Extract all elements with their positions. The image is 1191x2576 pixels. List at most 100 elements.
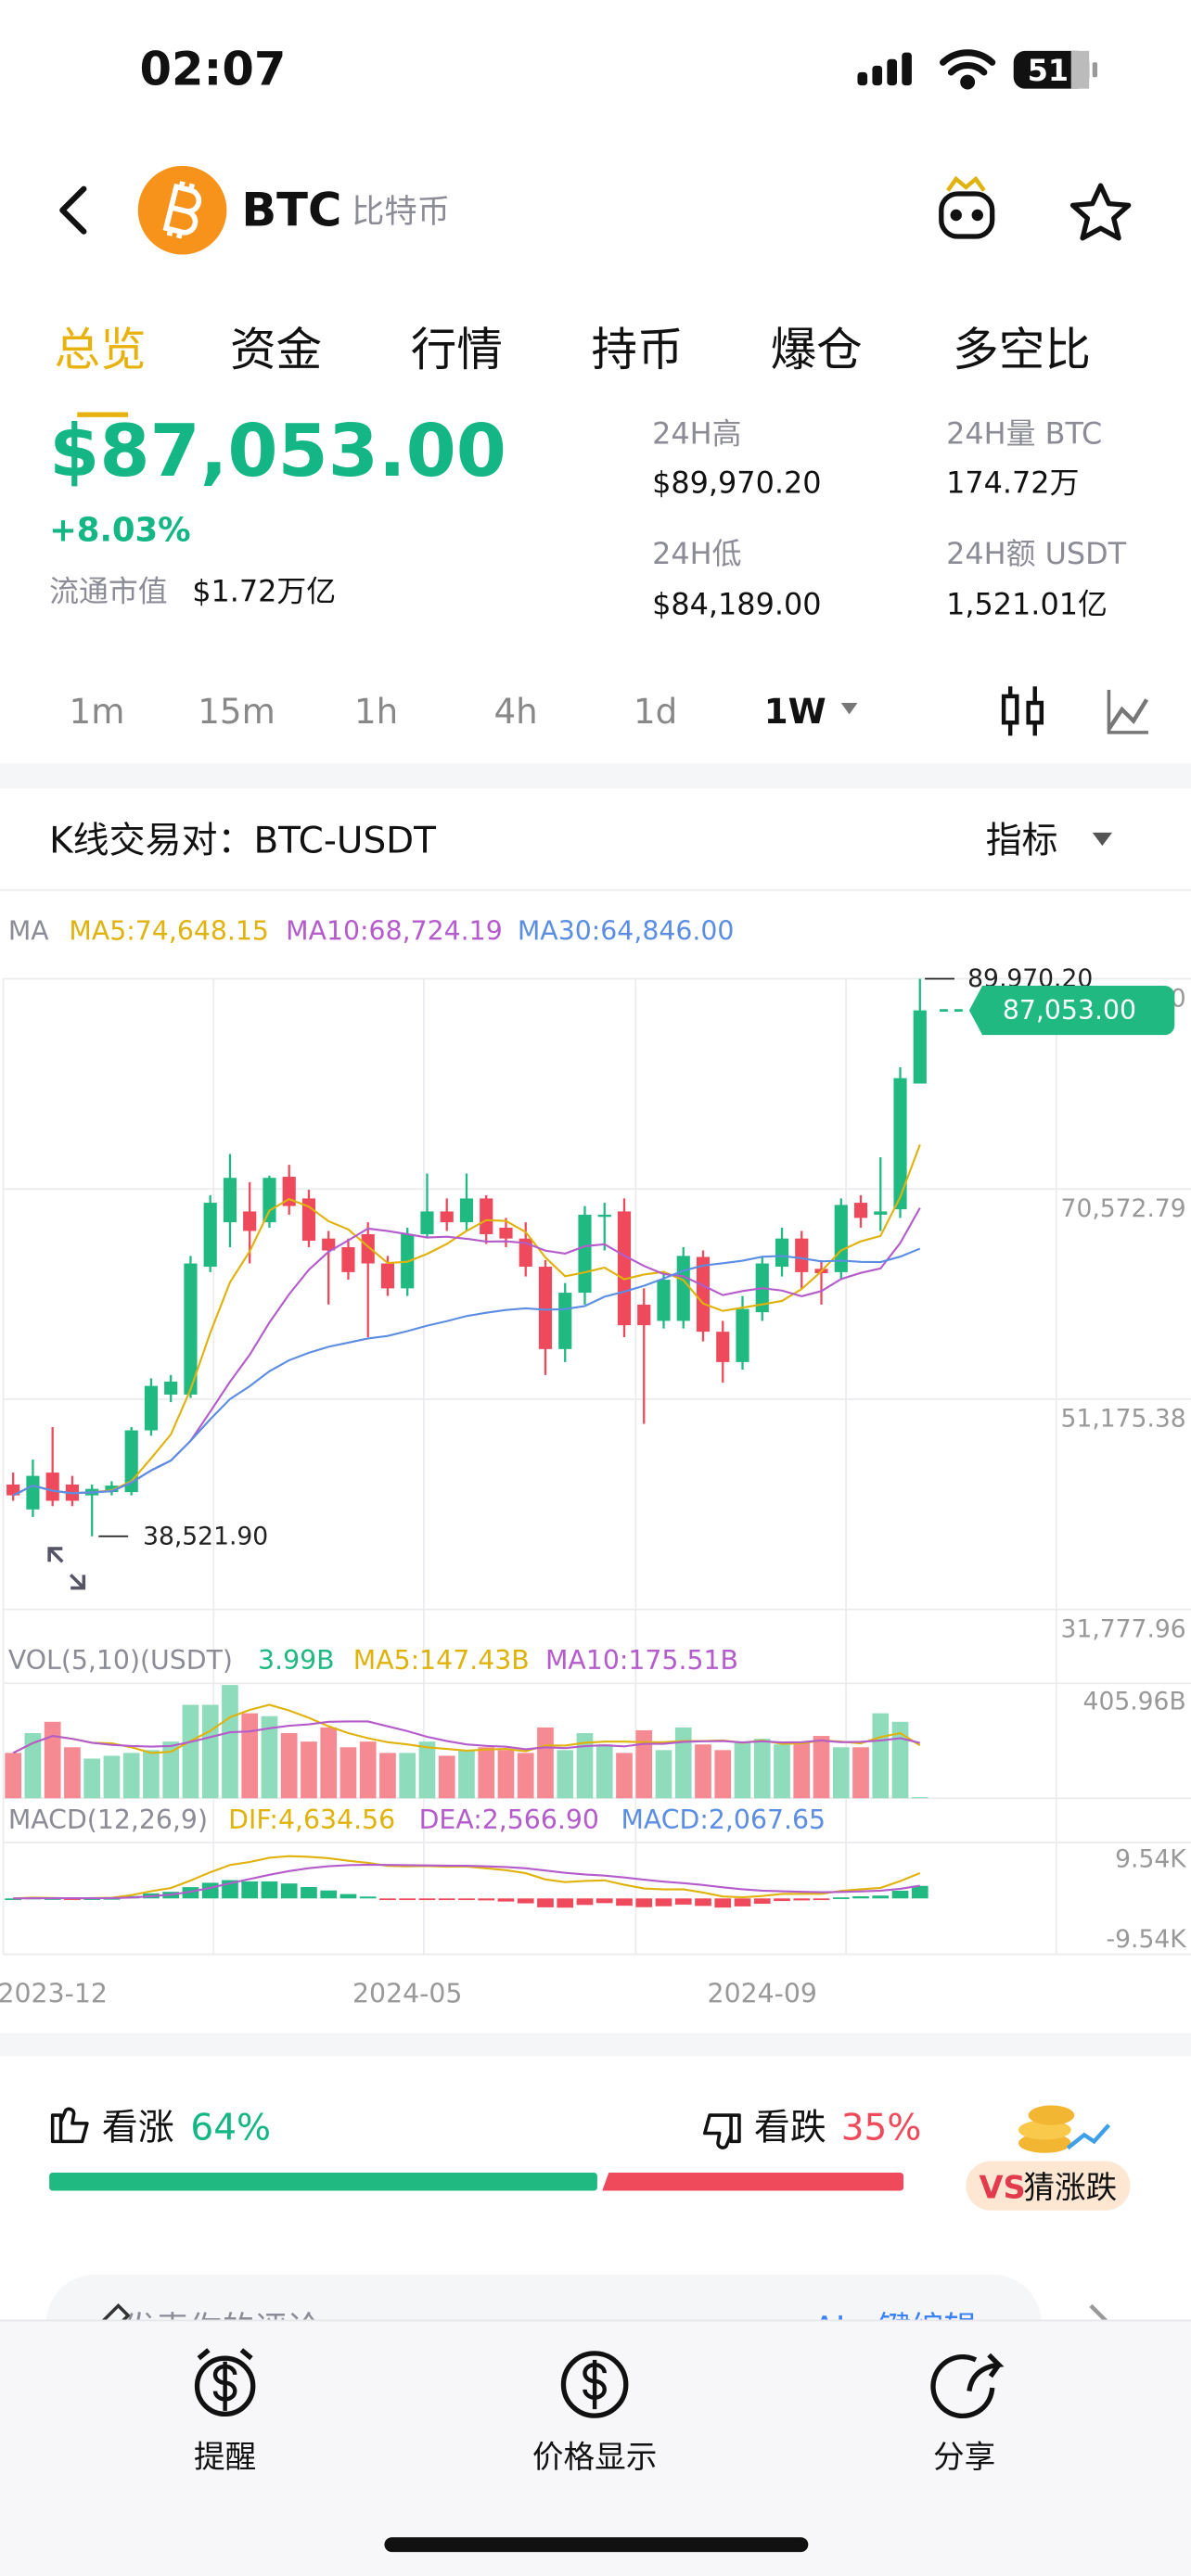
candle-body: [6, 1484, 20, 1496]
expand-button[interactable]: [47, 1547, 86, 1590]
ma-label: MA10:68,724.19: [286, 916, 503, 947]
candle-body: [322, 1238, 336, 1251]
interval[interactable]: 1d: [634, 691, 677, 732]
macd-bar: [438, 1898, 455, 1901]
interval[interactable]: 4h: [493, 691, 537, 732]
stat-label: 24H额 USDT: [946, 536, 1127, 571]
volume-bar: [616, 1753, 633, 1799]
status-time: 02:07: [140, 42, 287, 96]
price-change: +8.03%: [49, 512, 191, 550]
bullish-label: 看涨: [102, 2108, 174, 2149]
interval[interactable]: 1m: [70, 691, 125, 732]
market-cap-label: 流通市值: [49, 574, 167, 609]
bearish-bar: [602, 2173, 904, 2191]
thumb-down-icon[interactable]: [703, 2113, 741, 2149]
candle-view-button[interactable]: [1001, 686, 1044, 736]
indicator-dropdown[interactable]: [1092, 832, 1112, 847]
section-divider: [0, 763, 1191, 789]
tab[interactable]: 行情: [411, 323, 503, 376]
tab[interactable]: 资金: [230, 323, 322, 376]
candle-body: [893, 1078, 907, 1210]
alert-icon[interactable]: [194, 2348, 256, 2417]
dea-line: [13, 1863, 920, 1900]
macd-bar: [674, 1898, 692, 1905]
macd-bar: [911, 1885, 928, 1899]
bottom-label[interactable]: 提醒: [194, 2439, 256, 2475]
btc-logo-mark: [162, 181, 202, 239]
interval[interactable]: 15m: [198, 691, 275, 732]
tab[interactable]: 总览: [54, 323, 146, 376]
volume-bar: [852, 1747, 869, 1799]
macd-bar: [301, 1887, 317, 1899]
candle-body: [874, 1211, 888, 1215]
volume-bar: [24, 1733, 42, 1799]
volume-bar: [734, 1741, 751, 1799]
thumb-up-icon[interactable]: [50, 2107, 89, 2144]
volume-bar: [813, 1736, 830, 1799]
candle-body: [716, 1332, 730, 1362]
macd-tick-label: 9.54K: [1115, 1844, 1186, 1873]
indicator-button[interactable]: 指标: [986, 820, 1058, 861]
macd-bar: [793, 1898, 811, 1901]
bullish-bar: [49, 2173, 597, 2191]
macd-bar: [813, 1898, 830, 1901]
candle-body: [775, 1238, 789, 1268]
volume-bar: [517, 1753, 534, 1799]
macd-bar: [517, 1898, 534, 1904]
volume-bar: [753, 1739, 771, 1799]
volume-bar: [143, 1750, 160, 1799]
bearish-value: 35%: [841, 2108, 922, 2149]
macd-bar: [655, 1898, 672, 1906]
ma-label: MA5:74,648.15: [69, 916, 269, 947]
stat-value: $84,189.00: [652, 587, 821, 622]
favorite-button[interactable]: [1069, 183, 1132, 241]
battery-cap: [1092, 62, 1098, 78]
volume-bar: [5, 1753, 22, 1799]
volume-bar: [241, 1713, 259, 1799]
battery-level: 51: [1028, 53, 1069, 88]
battery-empty: [1070, 50, 1090, 89]
back-button[interactable]: [59, 185, 87, 235]
macd-bar: [379, 1898, 396, 1901]
battery-icon: [1013, 50, 1090, 89]
last-price-tag: [968, 986, 1175, 1036]
tab[interactable]: 持币: [592, 323, 684, 376]
stat-label: 24H高: [652, 416, 741, 452]
price-display-icon[interactable]: [560, 2351, 629, 2418]
macd-bar: [418, 1898, 436, 1901]
volume-bar: [872, 1713, 890, 1799]
macd-bar: [576, 1898, 594, 1906]
vs-label: VS: [980, 2169, 1026, 2205]
ma-label: MA30:64,846.00: [518, 916, 735, 947]
vs-text: 猜涨跌: [1023, 2169, 1117, 2205]
line-view-axis: [1107, 689, 1148, 734]
assistant-button[interactable]: [939, 175, 995, 239]
volume-bar: [83, 1758, 101, 1799]
candle-body: [696, 1256, 711, 1333]
candle-body: [440, 1211, 454, 1223]
macd-bar: [832, 1897, 850, 1899]
x-tick-label: 2024-05: [352, 1979, 462, 2009]
tab[interactable]: 多空比: [953, 323, 1091, 376]
interval-dropdown[interactable]: [840, 702, 858, 715]
interval[interactable]: 1W: [764, 691, 826, 732]
macd-bar: [557, 1898, 574, 1908]
line-view-button[interactable]: [1107, 698, 1149, 731]
candle-body: [597, 1214, 611, 1218]
volume-bar: [458, 1750, 475, 1799]
candle-body: [499, 1227, 513, 1239]
interval[interactable]: 1h: [354, 691, 398, 732]
bottom-label[interactable]: 分享: [933, 2439, 995, 2475]
guess-badge[interactable]: VS 猜涨跌: [966, 2105, 1131, 2211]
candle-body: [361, 1233, 375, 1264]
bottom-label[interactable]: 价格显示: [532, 2439, 658, 2475]
volume-bar: [280, 1733, 298, 1799]
volume-label: MA5:147.43B: [353, 1645, 530, 1676]
tab[interactable]: 爆仓: [771, 323, 863, 376]
candle-body: [578, 1214, 592, 1294]
home-indicator: [384, 2537, 809, 2553]
macd-bar: [714, 1898, 732, 1908]
candle-body: [795, 1238, 809, 1272]
share-icon[interactable]: [930, 2353, 1005, 2418]
macd-tick-label: -9.54K: [1107, 1925, 1187, 1954]
